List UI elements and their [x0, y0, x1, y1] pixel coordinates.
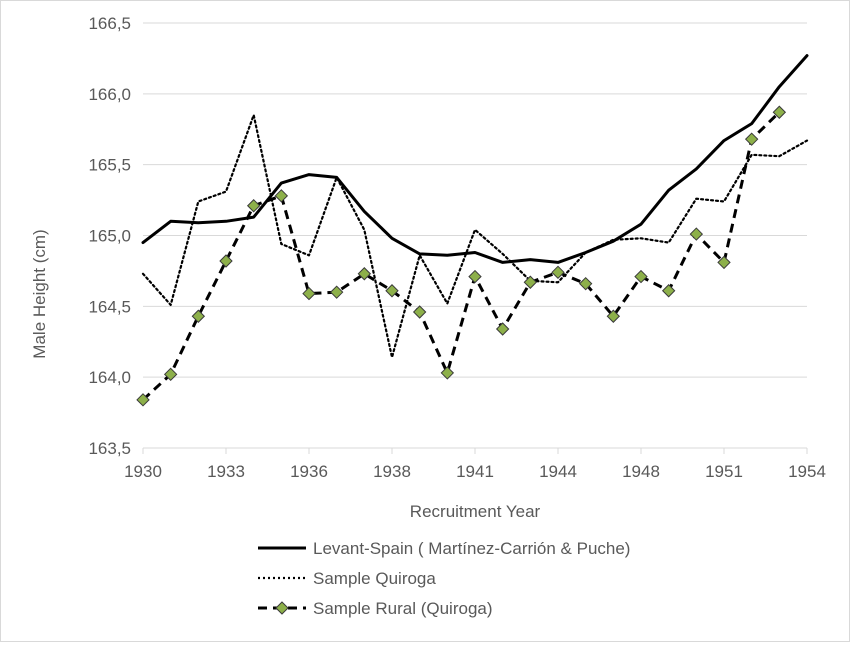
legend-label-2: Sample Quiroga [313, 569, 436, 588]
data-point-marker [329, 285, 344, 299]
x-axis-title: Recruitment Year [410, 502, 541, 521]
x-tick-label: 1951 [705, 462, 743, 481]
data-point-marker [412, 305, 427, 319]
data-point-marker [440, 366, 455, 380]
data-point-marker [357, 267, 372, 281]
data-point-marker [661, 284, 676, 298]
x-tick-label: 1944 [539, 462, 577, 481]
data-point-marker [191, 309, 206, 323]
axes: 163,5 164,0 164,5 165,0 165,5 166,0 166,5 1930 1… [88, 14, 825, 481]
data-point-marker [772, 105, 787, 119]
data-point-marker [744, 132, 759, 146]
series-line-3 [141, 111, 781, 401]
x-tick-label: 1930 [124, 462, 162, 481]
series-lines [141, 54, 809, 401]
y-tick-label: 165,5 [88, 156, 131, 175]
y-axis-title: Male Height (cm) [30, 229, 49, 358]
data-point-marker [246, 199, 261, 213]
data-point-marker [551, 265, 565, 280]
y-tick-label: 164,0 [88, 368, 131, 387]
series-line-1 [141, 54, 809, 264]
data-point-marker [717, 255, 731, 270]
legend-marker [275, 601, 289, 615]
data-point-marker [689, 227, 704, 241]
data-point-marker [606, 309, 621, 323]
legend: Levant-Spain ( Martínez-Carrión & Puche)… [258, 539, 630, 618]
data-point-marker [385, 284, 399, 298]
series-line-2 [141, 113, 809, 359]
data-point-marker [523, 275, 538, 289]
data-point-marker [274, 189, 289, 203]
legend-label-1: Levant-Spain ( Martínez-Carrión & Puche) [313, 539, 630, 558]
data-point-marker [495, 322, 510, 336]
x-tick-label: 1938 [373, 462, 411, 481]
data-point-marker [468, 269, 482, 284]
x-tick-label: 1941 [456, 462, 494, 481]
data-point-marker [136, 393, 150, 407]
data-point-marker [219, 254, 233, 268]
x-tick-label: 1936 [290, 462, 328, 481]
y-tick-label: 165,0 [88, 227, 131, 246]
data-point-marker [634, 269, 648, 284]
y-tick-label: 166,5 [88, 14, 131, 33]
data-point-marker [578, 276, 593, 291]
x-tick-label: 1954 [788, 462, 826, 481]
y-tick-label: 163,5 [88, 439, 131, 458]
x-tick-label: 1933 [207, 462, 245, 481]
y-tick-label: 166,0 [88, 85, 131, 104]
y-tick-label: 164,5 [88, 297, 131, 316]
data-point-marker [302, 286, 316, 301]
x-tick-label: 1948 [622, 462, 660, 481]
series-markers [136, 105, 787, 407]
legend-label-3: Sample Rural (Quiroga) [313, 599, 493, 618]
data-point-marker [163, 367, 178, 382]
